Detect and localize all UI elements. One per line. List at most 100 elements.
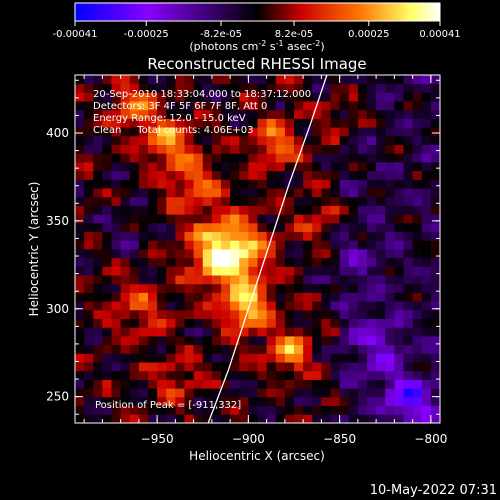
heatmap-pixel (175, 144, 185, 154)
heatmap-pixel (376, 153, 386, 163)
heatmap-pixel (230, 170, 240, 180)
heatmap-pixel (221, 214, 231, 224)
heatmap-pixel (211, 83, 222, 93)
heatmap-pixel (248, 144, 258, 154)
heatmap-pixel (421, 188, 432, 198)
heatmap-pixel (412, 188, 423, 198)
heatmap-pixel (257, 249, 268, 259)
colorbar-tick-label: 8.2e-05 (275, 29, 313, 40)
heatmap-pixel (138, 414, 149, 423)
heatmap-pixel (284, 196, 295, 206)
heatmap-pixel (321, 196, 331, 206)
heatmap-pixel (175, 231, 185, 241)
heatmap-pixel (75, 231, 85, 241)
heatmap-pixel (385, 188, 395, 198)
heatmap-pixel (239, 405, 249, 415)
heatmap-pixel (284, 309, 295, 319)
heatmap-pixel (394, 336, 404, 346)
heatmap-pixel (148, 266, 158, 276)
heatmap-pixel (166, 196, 176, 206)
heatmap-pixel (129, 414, 140, 423)
heatmap-pixel (321, 249, 331, 259)
heatmap-pixel (175, 257, 185, 267)
heatmap-pixel (111, 292, 122, 302)
heatmap-pixel (266, 309, 277, 319)
heatmap-pixel (275, 83, 286, 93)
heatmap-pixel (294, 135, 304, 145)
heatmap-pixel (394, 109, 404, 119)
heatmap-pixel (148, 257, 158, 267)
heatmap-pixel (102, 301, 112, 311)
heatmap-pixel (221, 101, 231, 111)
heatmap-pixel (166, 92, 176, 102)
heatmap-pixel (239, 249, 249, 259)
heatmap-pixel (157, 109, 167, 119)
heatmap-pixel (376, 205, 386, 215)
heatmap-pixel (93, 318, 103, 328)
heatmap-pixel (120, 344, 131, 354)
heatmap-pixel (166, 353, 176, 363)
heatmap-pixel (111, 127, 122, 137)
heatmap-pixel (230, 405, 240, 415)
heatmap-pixel (257, 309, 268, 319)
heatmap-pixel (430, 196, 440, 206)
heatmap-pixel (330, 379, 341, 389)
heatmap-pixel (412, 353, 423, 363)
heatmap-pixel (412, 83, 423, 93)
heatmap-pixel (84, 153, 94, 163)
heatmap-pixel (284, 370, 295, 380)
heatmap-pixel (312, 214, 322, 224)
heatmap-pixel (339, 336, 350, 346)
heatmap-pixel (84, 118, 94, 128)
heatmap-pixel (339, 205, 350, 215)
heatmap-pixel (221, 162, 231, 172)
heatmap-pixel (394, 188, 404, 198)
heatmap-pixel (321, 127, 331, 137)
y-tick-label: 300 (46, 302, 69, 316)
heatmap-pixel (157, 196, 167, 206)
heatmap-pixel (211, 162, 222, 172)
heatmap-pixel (102, 318, 112, 328)
timestamp: 10-May-2022 07:31 (370, 483, 497, 498)
heatmap-pixel (284, 266, 295, 276)
heatmap-pixel (312, 414, 322, 423)
heatmap-pixel (357, 205, 368, 215)
heatmap-pixel (148, 188, 158, 198)
heatmap-pixel (403, 109, 414, 119)
heatmap-pixel (284, 75, 295, 85)
heatmap-pixel (102, 75, 112, 85)
heatmap-pixel (412, 153, 423, 163)
heatmap-pixel (385, 196, 395, 206)
heatmap-pixel (403, 301, 414, 311)
heatmap-pixel (321, 388, 331, 398)
heatmap-pixel (111, 196, 122, 206)
heatmap-pixel (303, 75, 313, 85)
heatmap-pixel (348, 379, 359, 389)
heatmap-pixel (339, 266, 350, 276)
heatmap-pixel (193, 240, 204, 250)
heatmap-pixel (330, 135, 341, 145)
heatmap-pixel (412, 162, 423, 172)
heatmap-pixel (221, 83, 231, 93)
heatmap-pixel (312, 188, 322, 198)
heatmap-pixel (421, 275, 432, 285)
heatmap-pixel (367, 83, 377, 93)
heatmap-pixel (294, 196, 304, 206)
heatmap-pixel (84, 414, 94, 423)
heatmap-pixel (294, 388, 304, 398)
heatmap-pixel (221, 188, 231, 198)
heatmap-pixel (357, 301, 368, 311)
heatmap-pixel (348, 170, 359, 180)
heatmap-pixel (412, 283, 423, 293)
heatmap-pixel (421, 170, 432, 180)
heatmap-pixel (284, 275, 295, 285)
heatmap-pixel (394, 301, 404, 311)
heatmap-pixel (266, 127, 277, 137)
heatmap-pixel (421, 292, 432, 302)
heatmap-pixel (93, 309, 103, 319)
heatmap-pixel (166, 405, 176, 415)
heatmap-pixel (138, 370, 149, 380)
heatmap-pixel (221, 292, 231, 302)
heatmap-pixel (430, 396, 440, 406)
heatmap-pixel (75, 379, 85, 389)
